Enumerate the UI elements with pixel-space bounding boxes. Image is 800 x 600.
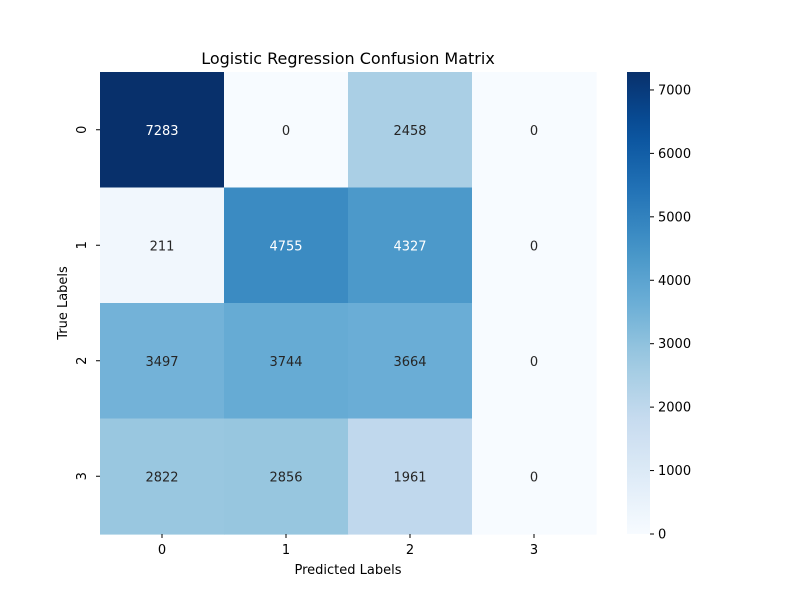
colorbar-tick-label-2: 2000 <box>658 401 691 416</box>
y-tick-label-0: 0 <box>75 126 90 134</box>
colorbar-gradient <box>627 72 650 534</box>
cell-value-label-2-1: 3744 <box>269 355 302 370</box>
y-tick-label-2: 2 <box>75 357 90 365</box>
cell-value-label-1-1: 4755 <box>269 239 302 254</box>
cell-value-label-3-3: 0 <box>530 470 538 485</box>
heatmap-cell-3-1 <box>224 418 349 535</box>
heatmap-cell-0-3 <box>472 72 597 189</box>
heatmap-cell-3-0 <box>100 418 225 535</box>
cell-value-label-0-0: 7283 <box>145 124 178 139</box>
y-axis: 0 1 2 3 <box>75 126 100 480</box>
heatmap-cell-0-0 <box>100 72 225 189</box>
x-tick-label-3: 3 <box>530 543 538 558</box>
colorbar-tick-label-6: 6000 <box>658 147 691 162</box>
heatmap-cell-0-2 <box>348 72 473 189</box>
heatmap-cell-2-0 <box>100 303 225 420</box>
heatmap-cell-2-2 <box>348 303 473 420</box>
heatmap-cell-1-2 <box>348 187 473 304</box>
cell-value-label-1-2: 4327 <box>393 239 426 254</box>
cell-value-label-2-3: 0 <box>530 355 538 370</box>
cell-value-label-1-3: 0 <box>530 239 538 254</box>
colorbar: 0 1000 2000 3000 4000 5000 6000 7000 <box>627 72 691 543</box>
colorbar-tick-label-0: 0 <box>658 528 666 543</box>
heatmap-cell-1-1 <box>224 187 349 304</box>
cell-value-label-2-0: 3497 <box>145 355 178 370</box>
cell-value-label-3-0: 2822 <box>145 470 178 485</box>
heatmap-cells: 7283 0 2458 0 211 4755 4327 0 3497 3744 3664 0 2822 2… <box>100 72 597 535</box>
cell-value-label-3-1: 2856 <box>269 470 302 485</box>
colorbar-tick-label-1: 1000 <box>658 464 691 479</box>
heatmap-cell-3-2 <box>348 418 473 535</box>
heatmap-cell-1-0 <box>100 187 225 304</box>
colorbar-tick-label-4: 4000 <box>658 274 691 289</box>
heatmap-cell-1-3 <box>472 187 597 304</box>
colorbar-tick-label-5: 5000 <box>658 210 691 225</box>
y-tick-label-1: 1 <box>75 241 90 249</box>
heatmap-cell-2-1 <box>224 303 349 420</box>
x-tick-label-1: 1 <box>282 543 290 558</box>
heatmap-cell-3-3 <box>472 418 597 535</box>
cell-value-label-3-2: 1961 <box>393 470 426 485</box>
cell-value-label-0-1: 0 <box>282 124 290 139</box>
cell-value-label-2-2: 3664 <box>393 355 426 370</box>
colorbar-tick-label-7: 7000 <box>658 83 691 98</box>
x-tick-label-0: 0 <box>158 543 166 558</box>
chart-title: Logistic Regression Confusion Matrix <box>201 49 495 68</box>
heatmap-cell-0-1 <box>224 72 349 189</box>
cell-value-label-0-3: 0 <box>530 124 538 139</box>
cell-value-label-1-0: 211 <box>150 239 175 254</box>
y-axis-label: True Labels <box>56 266 71 341</box>
heatmap-cell-2-3 <box>472 303 597 420</box>
x-tick-label-2: 2 <box>406 543 414 558</box>
colorbar-tick-label-3: 3000 <box>658 337 691 352</box>
cell-value-label-0-2: 2458 <box>393 124 426 139</box>
x-axis-label: Predicted Labels <box>294 563 401 578</box>
x-axis: 0 1 2 3 <box>158 534 538 558</box>
y-tick-label-3: 3 <box>75 472 90 480</box>
